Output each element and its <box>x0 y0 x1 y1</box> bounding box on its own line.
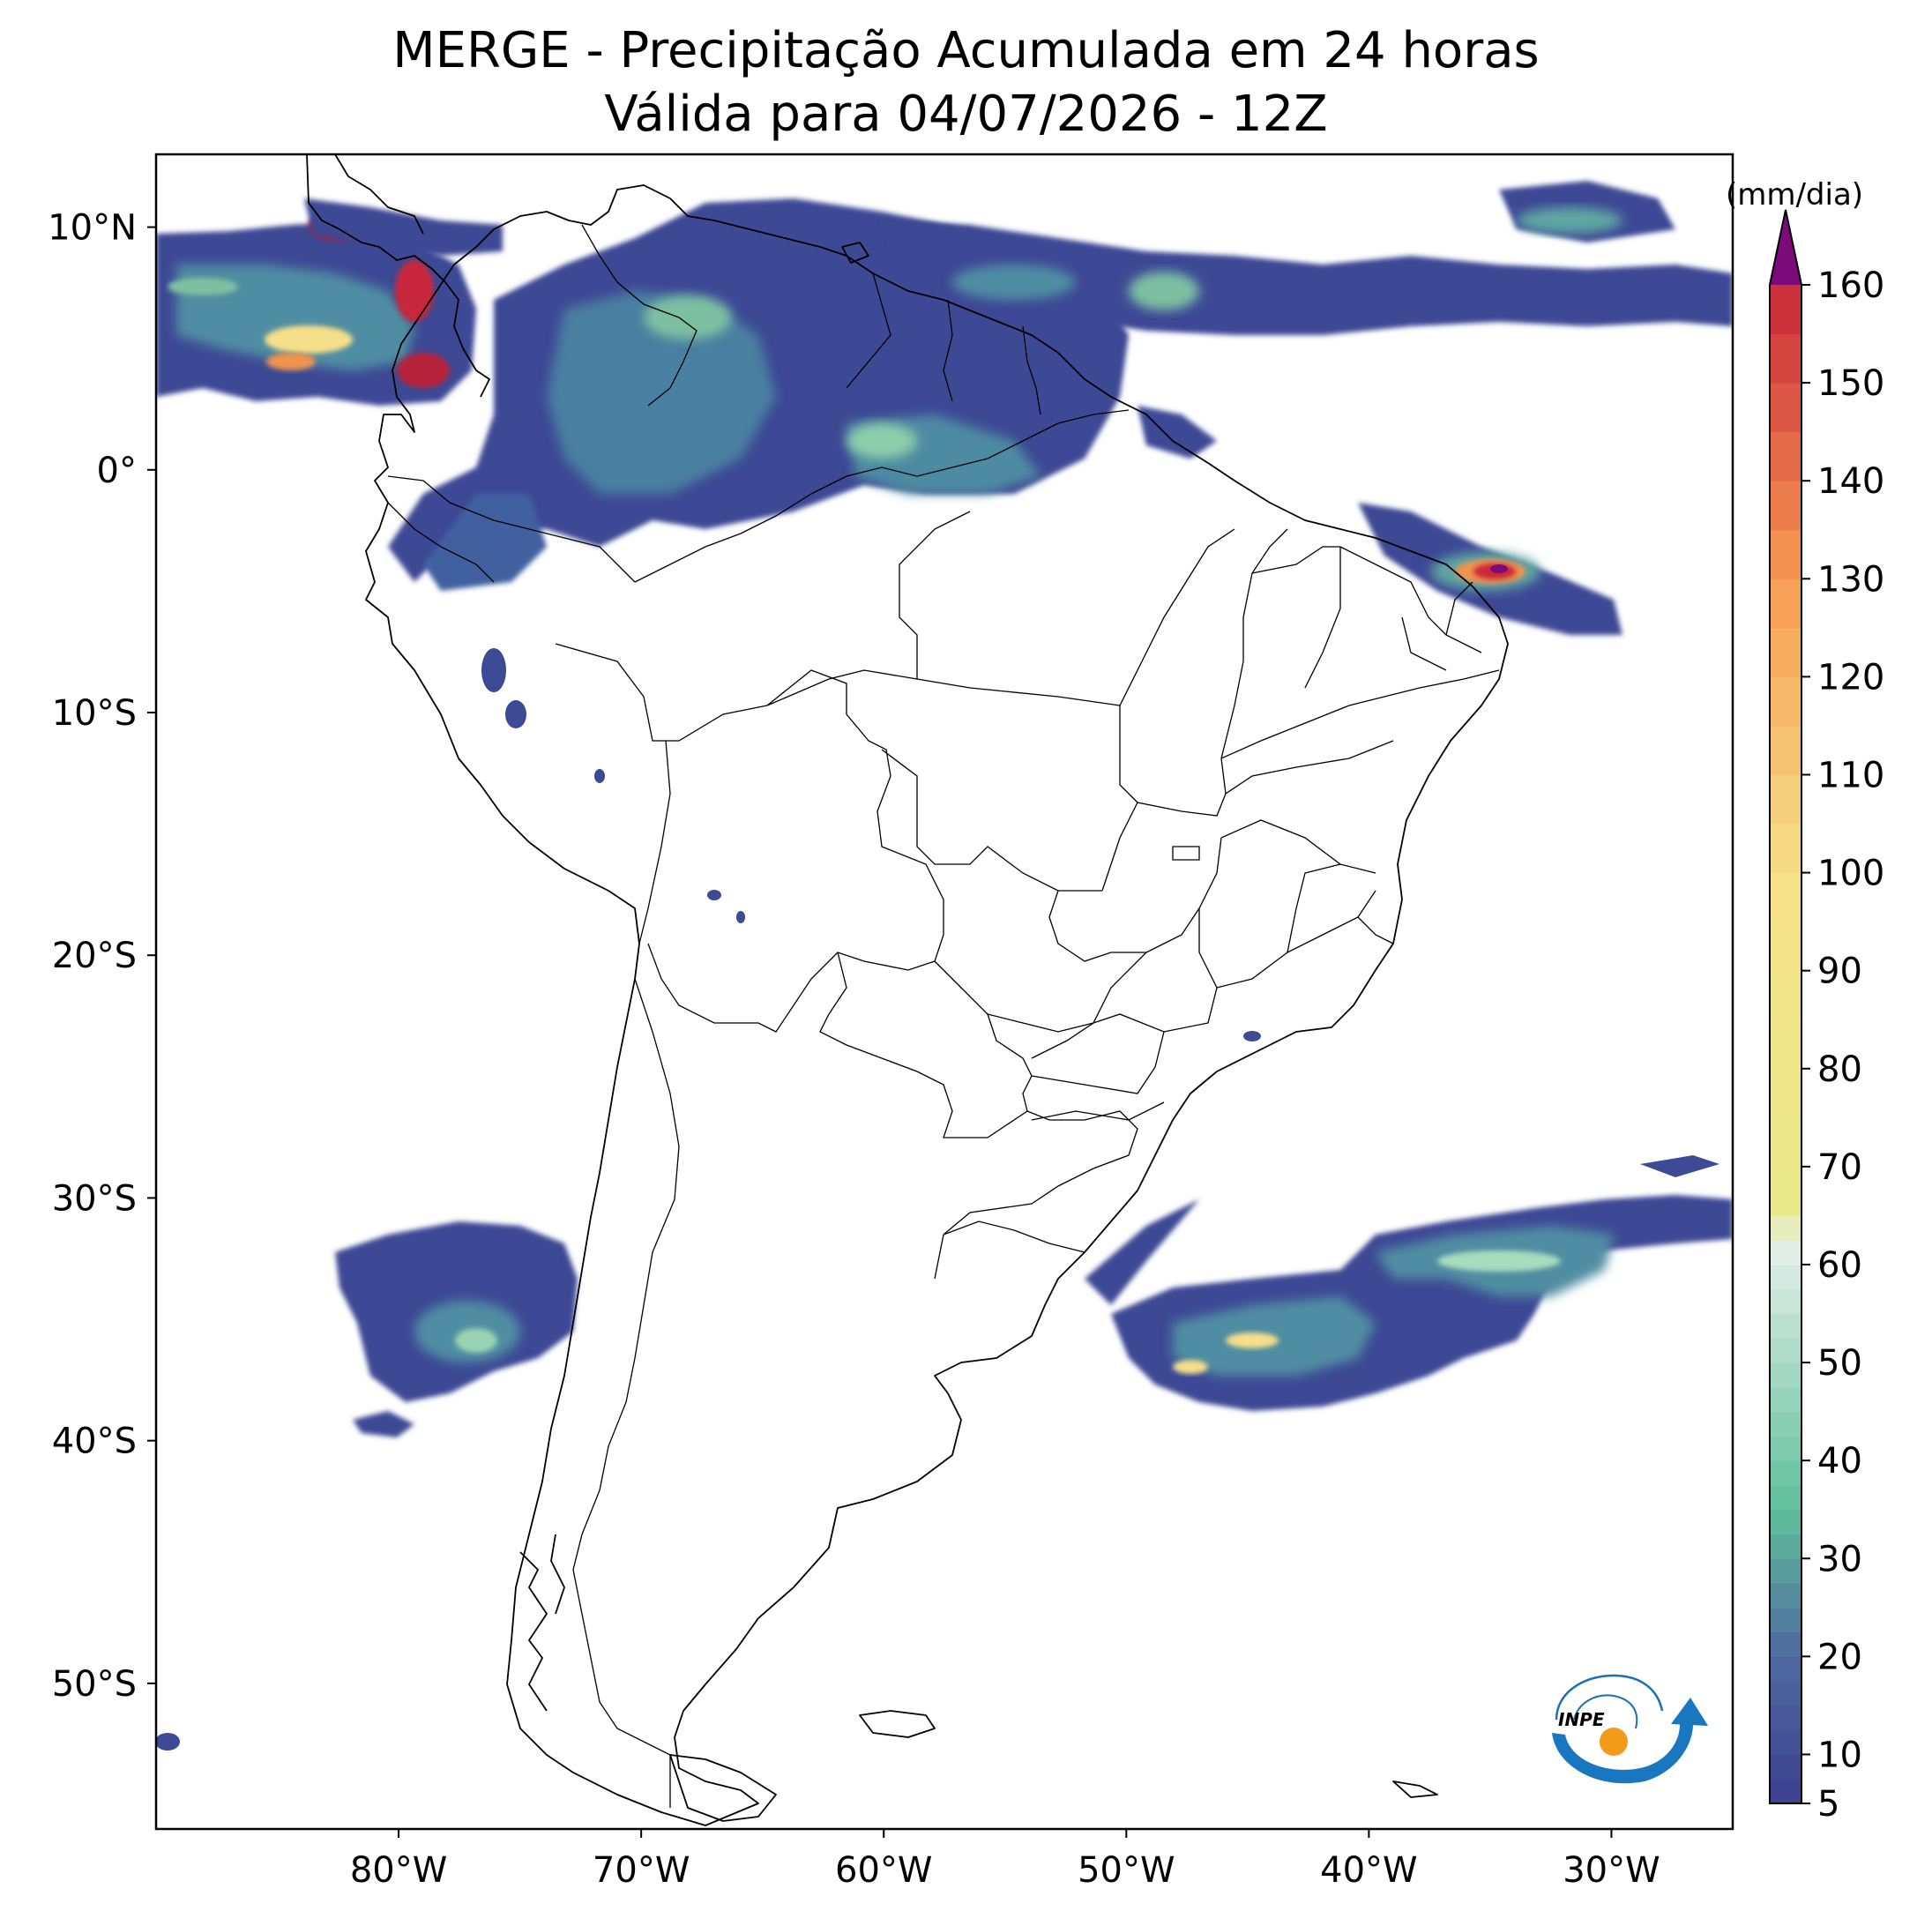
colorbar-swatch <box>1770 1338 1801 1363</box>
inpe-logo: INPE <box>1552 1674 1708 1784</box>
borders <box>387 224 1500 1808</box>
colorbar-label: 90 <box>1817 952 1862 992</box>
colorbar-label: 70 <box>1817 1147 1862 1188</box>
lat-tick-label: 40°S <box>52 1422 137 1462</box>
colorbar-swatch <box>1770 1681 1801 1706</box>
inpe-logo-text: INPE <box>1558 1709 1605 1730</box>
lat-tick-label: 30°S <box>52 1178 137 1219</box>
precip-scattered-cells <box>156 648 1261 1751</box>
lat-tick-label: 50°S <box>52 1664 137 1705</box>
colorbar-units: (mm/dia) <box>1726 177 1863 213</box>
colorbar-swatch <box>1770 1068 1801 1118</box>
colorbar-swatch <box>1770 1534 1801 1559</box>
colorbar-swatch <box>1770 431 1801 481</box>
colorbar-swatch <box>1770 824 1801 874</box>
map-frame <box>154 153 1734 1831</box>
colorbar-swatch <box>1770 333 1801 384</box>
colorbar-swatch <box>1770 579 1801 629</box>
colorbar-outline <box>1769 209 1802 1804</box>
colorbar-swatch <box>1770 1436 1801 1461</box>
colorbar-label: 100 <box>1817 854 1884 894</box>
lon-tick-label: 70°W <box>593 1850 690 1891</box>
colorbar-swatch <box>1770 1240 1801 1265</box>
precip-region-colombia <box>156 198 503 406</box>
colorbar-swatch <box>1770 1288 1801 1315</box>
lat-tick-label: 20°S <box>52 936 137 976</box>
precip-region-northeast-coast <box>1358 503 1622 635</box>
colorbar-label: 40 <box>1817 1441 1862 1482</box>
lat-tick-label: 10°N <box>48 208 137 249</box>
colorbar-swatch <box>1770 1362 1801 1388</box>
colorbar-swatch <box>1770 1386 1801 1413</box>
precip-region-amazon-north <box>388 198 1129 591</box>
precipitation-field <box>156 181 1733 1751</box>
colorbar-swatch <box>1770 970 1801 1020</box>
lon-tick-label: 60°W <box>835 1850 932 1891</box>
colorbar-swatch <box>1770 725 1801 776</box>
colorbar-swatch <box>1770 1166 1801 1217</box>
colorbar-label: 10 <box>1817 1735 1862 1775</box>
latitude-axis: 10°N 0° 10°S 20°S 30°S 40°S 50°S <box>48 208 156 1705</box>
colorbar-swatch <box>1770 1705 1801 1731</box>
colorbar-swatch <box>1770 1729 1801 1756</box>
colorbar-swatches <box>1769 209 1802 1804</box>
lat-tick-label: 10°S <box>52 693 137 734</box>
colorbar-label: 30 <box>1817 1539 1862 1579</box>
colorbar-label: 130 <box>1817 559 1884 600</box>
colorbar-swatch <box>1770 1117 1801 1168</box>
coastline <box>306 154 1509 1826</box>
lon-tick-label: 50°W <box>1078 1850 1175 1891</box>
colorbar-label: 120 <box>1817 657 1884 698</box>
lon-tick-label: 40°W <box>1320 1850 1417 1891</box>
colorbar-swatch <box>1770 1583 1801 1609</box>
colorbar-label: 20 <box>1817 1637 1862 1677</box>
colorbar: (mm/dia) 5 10 20 30 40 50 60 70 80 90 100 110 120 130… <box>1726 177 1884 1825</box>
colorbar-swatch <box>1770 676 1801 727</box>
colorbar-label: 110 <box>1817 755 1884 795</box>
colorbar-swatch <box>1770 383 1801 433</box>
lon-tick-label: 30°W <box>1563 1850 1660 1891</box>
colorbar-swatch <box>1770 285 1801 335</box>
colorbar-swatch <box>1770 1019 1801 1070</box>
colorbar-extend-arrow <box>1770 210 1801 285</box>
colorbar-label: 160 <box>1817 265 1884 306</box>
colorbar-swatch <box>1770 1509 1801 1535</box>
colorbar-swatch <box>1770 1484 1801 1511</box>
colorbar-swatch <box>1770 1411 1801 1437</box>
colorbar-swatch <box>1770 1215 1801 1241</box>
colorbar-swatch <box>1770 1607 1801 1633</box>
map-subtitle: Válida para 04/07/2026 - 12Z <box>604 86 1328 143</box>
colorbar-swatch <box>1770 1264 1801 1290</box>
colorbar-swatch <box>1770 1754 1801 1780</box>
colorbar-swatch <box>1770 1558 1801 1584</box>
colorbar-swatch <box>1770 1460 1801 1486</box>
longitude-axis: 80°W 70°W 60°W 50°W 40°W 30°W <box>350 1829 1660 1891</box>
lon-tick-label: 80°W <box>350 1850 447 1891</box>
colorbar-swatch <box>1770 1631 1801 1657</box>
precip-region-atlantic-equatorial <box>882 181 1733 459</box>
colorbar-swatch <box>1770 1779 1801 1804</box>
colorbar-label: 150 <box>1817 363 1884 404</box>
colorbar-swatch <box>1770 481 1801 531</box>
colorbar-swatch <box>1770 872 1801 922</box>
colorbar-swatch <box>1770 1656 1801 1682</box>
colorbar-swatch <box>1770 1313 1801 1339</box>
colorbar-swatch <box>1770 529 1801 579</box>
precip-region-south-atlantic <box>1085 1155 1733 1411</box>
colorbar-label: 80 <box>1817 1049 1862 1090</box>
precip-region-pacific-chile <box>335 1221 578 1437</box>
colorbar-label: 60 <box>1817 1245 1862 1286</box>
colorbar-swatch <box>1770 627 1801 677</box>
colorbar-label: 140 <box>1817 461 1884 502</box>
lat-tick-label: 0° <box>97 451 137 491</box>
colorbar-swatch <box>1770 774 1801 825</box>
colorbar-label: 5 <box>1817 1784 1839 1825</box>
colorbar-labels: 5 10 20 30 40 50 60 70 80 90 100 110 120 130 140 150 160 <box>1801 265 1884 1825</box>
map-title: MERGE - Precipitação Acumulada em 24 hor… <box>392 22 1540 79</box>
colorbar-label: 50 <box>1817 1343 1862 1384</box>
colorbar-swatch <box>1770 922 1801 972</box>
